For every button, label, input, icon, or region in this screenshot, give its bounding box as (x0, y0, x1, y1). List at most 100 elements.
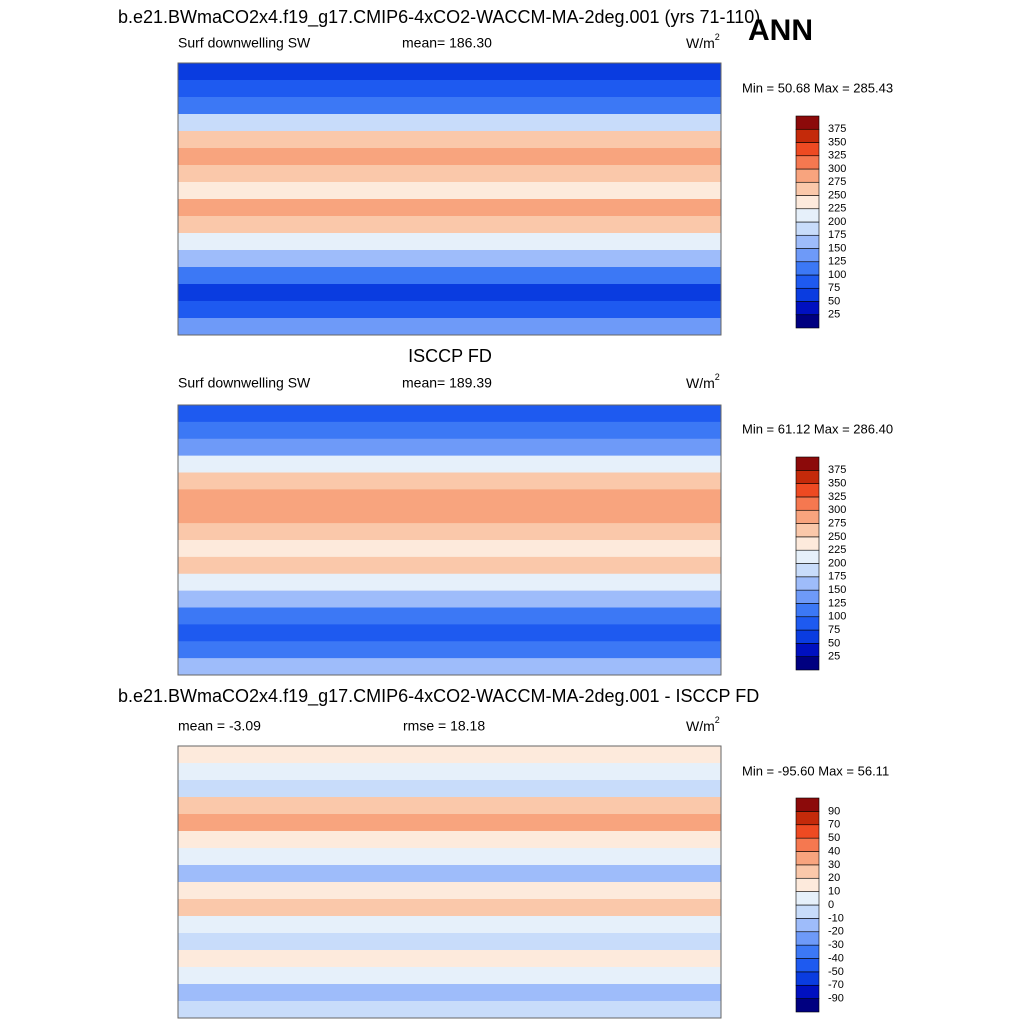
units: W/m2 (686, 715, 720, 733)
map-field (178, 1001, 721, 1019)
colorbar-label: 20 (828, 872, 840, 884)
map-field (178, 658, 721, 676)
colorbar-label: 50 (828, 295, 840, 307)
colorbar-box (795, 918, 820, 933)
colorbar-label: 375 (828, 123, 846, 135)
map-frame (177, 404, 722, 676)
map-field (178, 318, 721, 336)
colorbar-box (795, 837, 820, 852)
units-base: W/m (686, 718, 715, 734)
map-field (178, 865, 721, 883)
map-field (178, 540, 721, 558)
map-field (178, 301, 721, 319)
colorbar-label: 300 (828, 504, 846, 516)
map-field (178, 63, 721, 81)
colorbar-label: 75 (828, 282, 840, 294)
colorbar-box (795, 314, 820, 329)
colorbar-box (795, 274, 820, 289)
colorbar-label: 50 (828, 637, 840, 649)
map-field (178, 780, 721, 798)
case-title: b.e21.BWmaCO2x4.f19_g17.CMIP6-4xCO2-WACC… (118, 7, 760, 28)
units: W/m2 (686, 372, 720, 390)
colorbar-box (795, 576, 820, 591)
colorbar-label: 350 (828, 136, 846, 148)
colorbar-box (795, 115, 820, 130)
colorbar-box (795, 877, 820, 892)
colorbar-box (795, 483, 820, 498)
map-field (178, 950, 721, 968)
colorbar-box (795, 142, 820, 157)
colorbar-box (795, 824, 820, 839)
colorbar-box (795, 155, 820, 170)
colorbar-label: 375 (828, 464, 846, 476)
colorbar-label: 300 (828, 163, 846, 175)
colorbar-box (795, 168, 820, 183)
map-field (178, 831, 721, 849)
units-sup: 2 (715, 32, 720, 42)
map-field (178, 97, 721, 115)
colorbar-label: 40 (828, 845, 840, 857)
colorbar-box (795, 589, 820, 604)
colorbar-label: 225 (828, 203, 846, 215)
map-field (178, 165, 721, 183)
colorbar-box (795, 998, 820, 1013)
colorbar-box (795, 128, 820, 143)
map-field (178, 489, 721, 507)
map-field (178, 916, 721, 934)
map-field (178, 882, 721, 900)
panel-left-label: Surf downwelling SW (178, 375, 311, 391)
colorbar-label: 275 (828, 176, 846, 188)
map-field (178, 607, 721, 625)
colorbar-label: 10 (828, 886, 840, 898)
colorbar-label: 175 (828, 229, 846, 241)
map-field (178, 967, 721, 985)
colorbar-box (795, 496, 820, 511)
units-sup: 2 (715, 372, 720, 382)
colorbar-box (795, 891, 820, 906)
colorbar-box (795, 656, 820, 671)
map-field (178, 438, 721, 457)
map-field (178, 763, 721, 781)
map-field (178, 506, 721, 524)
units-sup: 2 (715, 715, 720, 725)
colorbar-label: 50 (828, 832, 840, 844)
colorbar-box (795, 603, 820, 618)
map-field (178, 624, 721, 642)
colorbar-box (795, 958, 820, 973)
map-field (178, 131, 721, 149)
map-field (178, 899, 721, 917)
map-field (178, 284, 721, 302)
map-field (178, 797, 721, 815)
colorbar-label: 225 (828, 544, 846, 556)
map-field (178, 267, 721, 285)
colorbar-box (795, 811, 820, 826)
colorbar-box (795, 616, 820, 631)
map-field (178, 746, 721, 764)
map-field (178, 233, 721, 251)
map-field (178, 80, 721, 98)
colorbar-label: -90 (828, 993, 844, 1005)
map-field (178, 523, 721, 541)
colorbar-label: 200 (828, 557, 846, 569)
colorbar-label: 25 (828, 651, 840, 663)
map-field (178, 405, 721, 423)
colorbar-label: 125 (828, 597, 846, 609)
colorbar-label: 325 (828, 491, 846, 503)
colorbar-box (795, 944, 820, 959)
colorbar-label: 350 (828, 478, 846, 490)
colorbar-label: 100 (828, 269, 846, 281)
colorbar-box (795, 563, 820, 578)
units-base: W/m (686, 35, 715, 51)
map-field (178, 848, 721, 866)
units-base: W/m (686, 375, 715, 391)
colorbar-box (795, 864, 820, 879)
map-field (178, 984, 721, 1002)
colorbar-label: -40 (828, 952, 844, 964)
colorbar-box (795, 208, 820, 223)
colorbar-box (795, 287, 820, 302)
map-field (178, 216, 721, 234)
colorbar-box (795, 629, 820, 644)
colorbar-label: -30 (828, 939, 844, 951)
colorbar-label: 125 (828, 256, 846, 268)
